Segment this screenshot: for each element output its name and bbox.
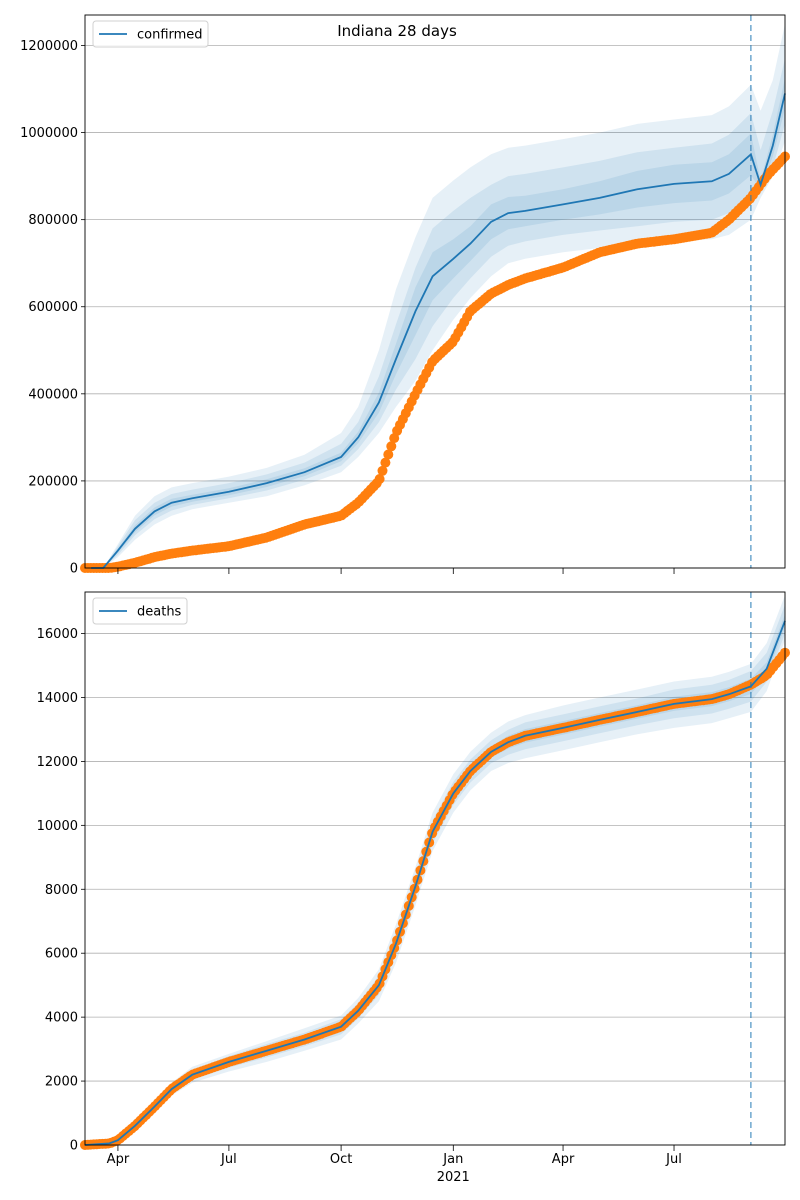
y-tick-label: 16000 [37,627,78,642]
legend-label: confirmed [137,28,203,43]
observed-point [380,457,391,468]
figure-title: Indiana 28 days [337,22,457,40]
observed-point [386,441,397,452]
uncertainty-band [91,58,786,568]
y-tick-label: 6000 [45,947,78,962]
plot-frame [84,14,786,569]
x-tick-label: Apr [552,1152,575,1167]
observed-point [383,449,394,460]
y-tick-label: 0 [70,1139,78,1154]
y-tick-label: 2000 [45,1075,78,1090]
x-tick-label: Apr [107,1152,130,1167]
legend-label: deaths [137,605,182,620]
x-tick-label: Jul [665,1152,682,1167]
model-line [84,620,786,1146]
y-tick-label: 12000 [37,755,78,770]
confirmed-panel: 0 200000 400000 600000 800000 1000000 1200000 c… [20,14,790,577]
y-tick-label: 800000 [28,213,78,228]
uncertainty-band [91,23,786,568]
x-tick-sublabel: 2021 [437,1170,470,1185]
y-tick-label: 400000 [28,387,78,402]
legend-box [92,20,209,48]
uncertainty-band [91,78,786,568]
y-tick-label: 10000 [37,819,78,834]
y-tick-label: 4000 [45,1011,78,1026]
x-tick-label: Oct [330,1152,352,1167]
plot-frame [84,591,786,1146]
observed-point [374,474,385,484]
legend: deaths [92,597,188,625]
y-tick-label: 200000 [28,474,78,489]
legend-box [92,597,188,625]
y-tick-label: 0 [70,562,78,577]
y-tick-label: 1000000 [20,126,78,141]
observed-point [377,465,388,476]
y-tick-label: 1200000 [20,39,78,54]
y-tick-label: 8000 [45,883,78,898]
y-tick-label: 600000 [28,300,78,315]
uncertainty-band [85,595,785,1145]
x-tick-label: Jan [442,1152,463,1167]
observed-series [80,151,790,573]
y-tick-label: 14000 [37,691,78,706]
legend: confirmed [92,20,209,48]
x-tick-label: Jul [220,1152,237,1167]
model-line [91,93,786,569]
deaths-panel: 0 2000 4000 6000 8000 10000 12000 14000 16000 Apr… [37,591,790,1185]
